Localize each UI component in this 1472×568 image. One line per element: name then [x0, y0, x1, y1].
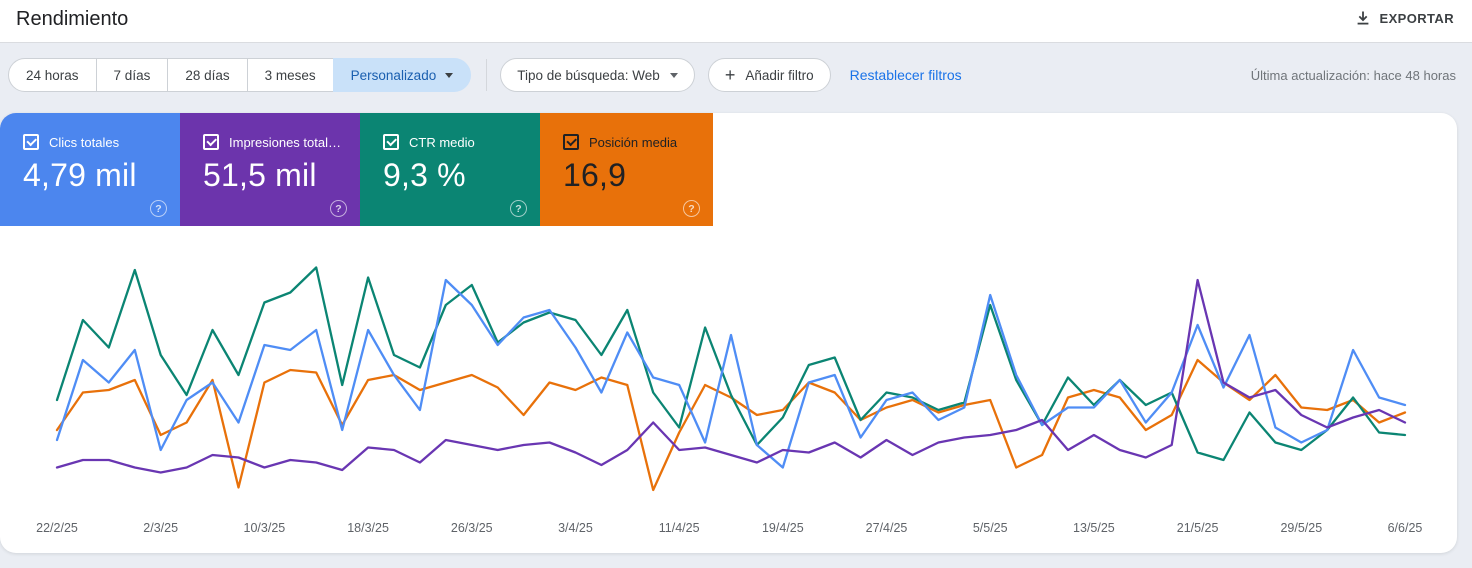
last-updated-text: Última actualización: hace 48 horas: [1250, 67, 1456, 83]
checkbox-checked-icon[interactable]: [203, 134, 219, 150]
metric-label: Posición media: [589, 134, 678, 150]
filter-bar: 24 horas 7 días 28 días 3 meses Personal…: [8, 58, 1456, 92]
export-button[interactable]: EXPORTAR: [1353, 6, 1456, 30]
chart-line-posicion: [55, 358, 1407, 492]
checkbox-checked-icon[interactable]: [383, 134, 399, 150]
chart-line-impresiones: [55, 278, 1407, 474]
add-filter-label: Añadir filtro: [745, 67, 814, 83]
metric-cards-row: Clics totales 4,79 mil ? Impresiones tot…: [0, 113, 713, 226]
range-button-7-dias[interactable]: 7 días: [95, 58, 169, 92]
search-type-label: Tipo de búsqueda: Web: [517, 67, 660, 83]
performance-card: Clics totales 4,79 mil ? Impresiones tot…: [0, 113, 1457, 553]
x-axis-label: 21/5/25: [1176, 521, 1219, 535]
help-icon[interactable]: ?: [683, 200, 700, 217]
metric-label: Clics totales: [49, 134, 120, 150]
x-axis-label: 5/5/25: [972, 521, 1008, 535]
date-range-segmented-control: 24 horas 7 días 28 días 3 meses Personal…: [8, 58, 472, 92]
range-button-3-meses[interactable]: 3 meses: [246, 58, 334, 92]
x-axis-label: 18/3/25: [347, 521, 389, 535]
page-header: Rendimiento EXPORTAR: [0, 0, 1472, 43]
checkbox-checked-icon[interactable]: [23, 134, 39, 150]
plus-icon: +: [724, 65, 736, 85]
content-area: 24 horas 7 días 28 días 3 meses Personal…: [0, 43, 1472, 568]
chart-line-ctr: [55, 266, 1407, 462]
download-icon: [1355, 10, 1371, 26]
range-button-28-dias[interactable]: 28 días: [167, 58, 248, 92]
x-axis-label: 29/5/25: [1280, 521, 1323, 535]
x-axis-label: 22/2/25: [36, 521, 78, 535]
checkbox-checked-icon[interactable]: [563, 134, 579, 150]
metric-card-posicion-media[interactable]: Posición media 16,9 ?: [540, 113, 713, 226]
x-axis-label: 3/4/25: [558, 521, 593, 535]
search-type-dropdown[interactable]: Tipo de búsqueda: Web: [500, 58, 695, 92]
help-icon[interactable]: ?: [150, 200, 167, 217]
x-axis-label: 10/3/25: [243, 521, 286, 535]
help-icon[interactable]: ?: [510, 200, 527, 217]
metric-card-ctr-medio[interactable]: CTR medio 9,3 % ?: [360, 113, 540, 226]
help-icon[interactable]: ?: [330, 200, 347, 217]
metric-value: 9,3 %: [383, 157, 466, 193]
export-button-label: EXPORTAR: [1379, 10, 1454, 26]
metric-label: Impresiones total…: [229, 134, 341, 150]
chevron-down-icon: [669, 72, 678, 78]
x-axis-label: 11/4/25: [658, 521, 700, 535]
x-axis-label: 13/5/25: [1073, 521, 1115, 535]
page-title: Rendimiento: [16, 8, 129, 30]
chart-line-clics: [55, 278, 1407, 469]
metric-value: 4,79 mil: [23, 157, 137, 193]
x-axis-label: 6/6/25: [1387, 521, 1423, 535]
metric-label: CTR medio: [409, 134, 475, 150]
metric-value: 16,9: [563, 157, 627, 193]
metric-value: 51,5 mil: [203, 157, 317, 193]
x-axis-label: 27/4/25: [865, 521, 908, 535]
chevron-down-icon: [445, 72, 454, 78]
range-button-personalizado-label: Personalizado: [350, 67, 437, 83]
metric-card-clics-totales[interactable]: Clics totales 4,79 mil ?: [0, 113, 180, 226]
range-button-personalizado[interactable]: Personalizado: [332, 58, 472, 92]
x-axis-label: 2/3/25: [143, 521, 179, 535]
reset-filters-link[interactable]: Restablecer filtros: [844, 67, 968, 83]
metric-card-impresiones-totales[interactable]: Impresiones total… 51,5 mil ?: [180, 113, 360, 226]
x-axis-label: 19/4/25: [761, 521, 804, 535]
x-axis: 22/2/25 2/3/25 10/3/25 18/3/25 26/3/25 3/4/25…: [0, 521, 1457, 541]
filter-divider: [486, 59, 488, 91]
range-button-24-horas[interactable]: 24 horas: [8, 58, 97, 92]
x-axis-label: 26/3/25: [450, 521, 493, 535]
performance-line-chart: [55, 266, 1407, 492]
add-filter-button[interactable]: + Añadir filtro: [707, 58, 831, 92]
